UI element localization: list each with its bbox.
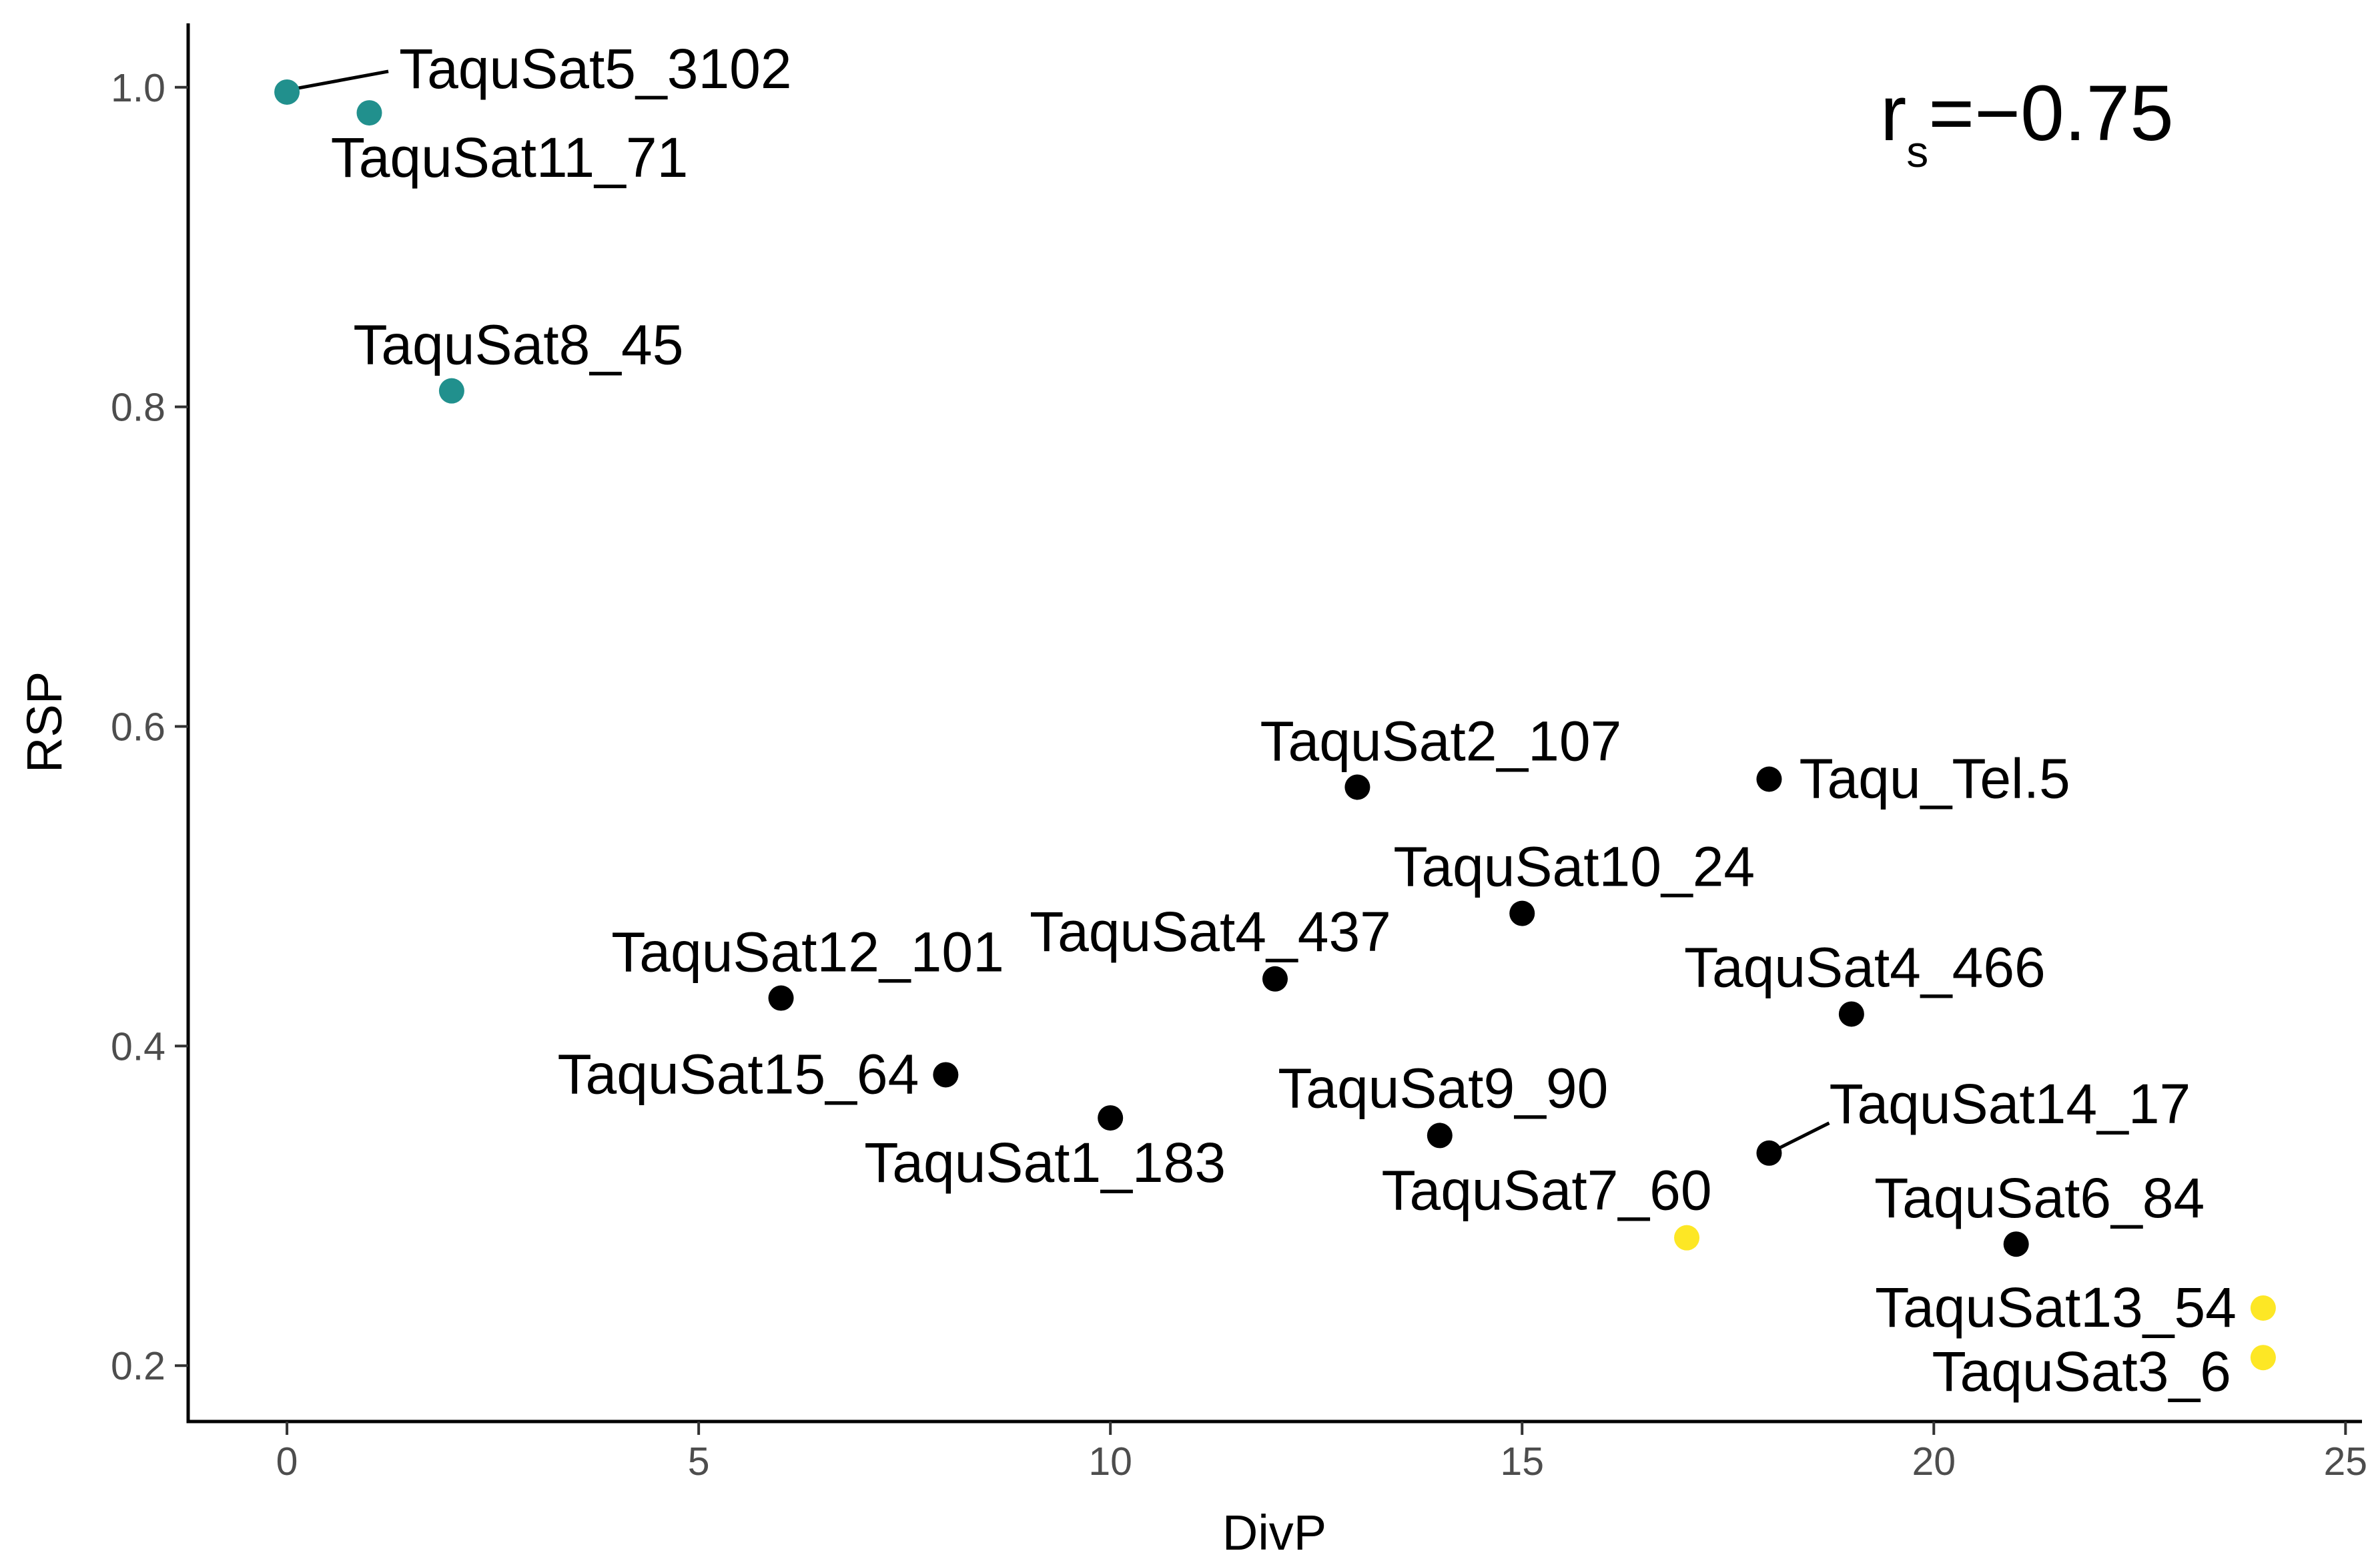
data-point [356,100,382,126]
data-points [274,79,2276,1371]
data-point [1674,1225,1700,1251]
y-tick-label: 1.0 [111,66,165,110]
data-point [1344,774,1370,800]
point-label: TaquSat3_6 [1932,1340,2231,1403]
annotation-value: =−0.75 [1928,69,2173,158]
point-label: TaquSat14_17 [1829,1072,2191,1135]
point-label: Taqu_Tel.5 [1799,747,2070,810]
point-label: TaquSat11_71 [331,126,689,189]
point-label: TaquSat4_437 [1030,900,1391,963]
annotation-subscript: s [1906,127,1928,176]
spearman-annotation: rs=−0.75 [1880,69,2174,176]
x-tick-label: 15 [1500,1440,1544,1484]
point-label: TaquSat13_54 [1875,1276,2237,1339]
y-tick-label: 0.4 [111,1024,165,1068]
data-point [274,79,300,105]
point-label: TaquSat1_183 [864,1131,1226,1194]
point-label: TaquSat2_107 [1260,709,1621,772]
point-label: TaquSat7_60 [1381,1159,1711,1222]
x-tick-label: 5 [688,1440,710,1484]
data-point [1756,766,1782,792]
point-label: TaquSat15_64 [558,1042,919,1105]
y-tick-label: 0.2 [111,1344,165,1388]
x-tick-label: 0 [276,1440,298,1484]
x-tick-label: 25 [2323,1440,2367,1484]
data-point [2003,1231,2029,1257]
data-point [1838,1001,1864,1027]
x-tick-label: 10 [1088,1440,1132,1484]
point-labels: TaquSat5_3102 TaquSat11_71 TaquSat8_45 Taqu… [294,37,2237,1403]
point-label: TaquSat8_45 [353,314,683,376]
ticks: 0 5 10 15 20 25 0.2 0.4 0.6 0.8 1.0 [111,66,2367,1484]
data-point [933,1062,959,1088]
data-point [1098,1105,1124,1131]
data-point [1427,1123,1453,1149]
y-axis-title: RSP [17,671,72,773]
leader-line [294,69,389,91]
x-axis-title: DivP [1222,1505,1326,1560]
axes [186,23,2362,1424]
data-point [2250,1345,2276,1371]
point-label: TaquSat9_90 [1278,1056,1608,1119]
data-point [438,378,464,404]
y-tick-label: 0.8 [111,386,165,430]
x-tick-label: 20 [1912,1440,1956,1484]
data-point [1262,966,1288,992]
point-label: TaquSat12_101 [611,921,1004,984]
annotation-base: r [1880,69,1906,158]
point-label: TaquSat5_3102 [399,37,792,100]
point-label: TaquSat10_24 [1393,836,1755,898]
y-tick-label: 0.6 [111,705,165,749]
data-point [1756,1140,1782,1166]
leader-line [1776,1121,1830,1151]
point-label: TaquSat4_466 [1684,936,2046,998]
point-label: TaquSat6_84 [1874,1167,2205,1229]
data-point [2250,1295,2276,1321]
data-point [1509,900,1535,926]
data-point [768,985,794,1011]
